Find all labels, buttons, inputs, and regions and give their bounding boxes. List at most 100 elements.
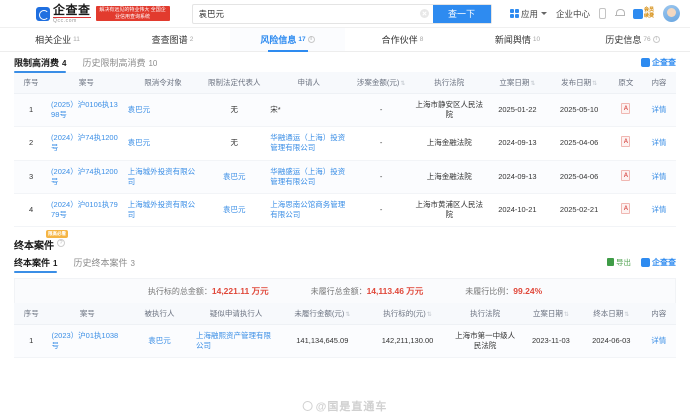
- th-final-date[interactable]: 终本日期⇅: [581, 303, 642, 325]
- cell-detail[interactable]: 详情: [641, 324, 676, 359]
- pdf-icon[interactable]: [621, 202, 631, 214]
- th-content: 内容: [641, 72, 676, 94]
- vip-label-1: 会员: [643, 7, 654, 13]
- cell-file-date: 2025-01-22: [486, 93, 549, 128]
- cell-detail[interactable]: 详情: [641, 93, 676, 128]
- cell-original[interactable]: [609, 193, 642, 228]
- stat-unfulfilled-amount: 未履行总金额：14,113.46 万元: [311, 285, 424, 297]
- cell-file-date: 2023-11-03: [520, 324, 582, 359]
- th-unfulfilled[interactable]: 未履行金额(元)⇅: [279, 303, 366, 325]
- cell-applicant[interactable]: 上海融熙资产管理有限公司: [192, 324, 280, 359]
- question-icon[interactable]: ?: [57, 239, 65, 247]
- subtab-label: 历史终本案件: [73, 257, 128, 268]
- tab-count: 8: [419, 36, 424, 43]
- stat-value: 14,221.11 万元: [211, 286, 269, 296]
- cell-defendant[interactable]: 袁巴元: [126, 324, 193, 359]
- th-target-amount[interactable]: 执行标的(元)⇅: [365, 303, 450, 325]
- tab-related-companies[interactable]: 相关企业 11: [0, 28, 115, 51]
- avatar[interactable]: [663, 5, 680, 22]
- table-row[interactable]: 2 (2024）沪74执1200号 袁巴元 无 华融通运（上海）投资管理有限公司…: [14, 126, 676, 161]
- table-row[interactable]: 1 (2023）沪01执1038号 袁巴元 上海融熙资产管理有限公司 141,1…: [14, 324, 676, 359]
- tab-news[interactable]: 新闻舆情 10: [460, 28, 575, 51]
- cell-court: 上海金融法院: [412, 160, 487, 194]
- cell-applicant[interactable]: 上海思南公馆商务管理有限公司: [267, 193, 351, 228]
- cell-target[interactable]: 袁巴元: [124, 93, 202, 128]
- bell-icon[interactable]: [614, 9, 625, 18]
- section-title: 终本案件 限高必看: [14, 230, 68, 252]
- cell-original[interactable]: [609, 93, 642, 128]
- cell-court: 上海市黄浦区人民法院: [412, 193, 487, 228]
- cell-legal-rep[interactable]: 袁巴元: [201, 193, 268, 228]
- cell-applicant[interactable]: 华融通运（上海）投资管理有限公司: [267, 126, 351, 161]
- cell-case-no[interactable]: (2023）沪01执1038号: [48, 324, 127, 359]
- search-box[interactable]: 查一下: [191, 3, 492, 24]
- cell-target[interactable]: 上海城外投资有限公司: [124, 193, 202, 228]
- th-file-date[interactable]: 立案日期⇅: [486, 72, 549, 94]
- th-file-date[interactable]: 立案日期⇅: [520, 303, 582, 325]
- cell-case-no[interactable]: (2024）沪0101执7979号: [48, 193, 125, 228]
- cell-target[interactable]: 上海城外投资有限公司: [124, 160, 202, 194]
- vip-label-2: 续费: [643, 12, 654, 19]
- export-button[interactable]: 导出: [607, 257, 631, 268]
- cell-legal-rep: 无: [201, 126, 268, 161]
- vip-renew-button[interactable]: 会员 续费: [632, 7, 654, 19]
- cell-detail[interactable]: 详情: [641, 126, 676, 161]
- subtab-historical-restricted-consumption[interactable]: 历史限制高消费 10: [82, 56, 157, 73]
- tab-risk-info[interactable]: 风险信息 17 i: [230, 28, 345, 51]
- tab-count: 76: [643, 36, 651, 43]
- info-icon: i: [307, 36, 315, 43]
- cell-case-no[interactable]: (2024）沪74执1200号: [48, 160, 125, 194]
- table-row[interactable]: 4 (2024）沪0101执7979号 上海城外投资有限公司 袁巴元 上海思南公…: [14, 193, 676, 228]
- tab-label: 风险信息: [260, 35, 297, 45]
- table-row[interactable]: 1 (2025）沪0106执1398号 袁巴元 无 宋* - 上海市静安区人民法…: [14, 93, 676, 128]
- subtab-final-cases[interactable]: 终本案件 1: [14, 256, 58, 273]
- site-logo[interactable]: 企查查 Qcc.com 解决有远见的特业伟大 全国企业信用查询系统: [36, 4, 170, 24]
- cell-amount: -: [350, 126, 413, 161]
- qcc-tag-label: 企查查: [652, 257, 676, 267]
- cell-applicant[interactable]: 华融盛运（上海）投资管理有限公司: [267, 160, 351, 194]
- cell-amount: -: [350, 93, 413, 128]
- grid-icon: [509, 9, 519, 18]
- th-pub-date[interactable]: 发布日期⇅: [548, 72, 610, 94]
- pdf-icon[interactable]: [621, 169, 631, 181]
- th-applicant: 疑似申请执行人: [192, 303, 280, 325]
- cell-original[interactable]: [609, 160, 642, 194]
- cell-case-no[interactable]: (2025）沪0106执1398号: [48, 93, 125, 128]
- clear-icon[interactable]: [419, 9, 429, 18]
- header-actions: 应用 企业中心 会员 续费: [509, 5, 682, 22]
- th-amount[interactable]: 涉案金额(元)⇅: [350, 72, 413, 94]
- cell-target-amount: 142,211,130.00: [365, 324, 450, 359]
- subtab-restricted-consumption[interactable]: 限制高消费 4: [14, 56, 67, 73]
- search-input[interactable]: [192, 4, 420, 23]
- tab-label: 历史信息: [605, 35, 642, 45]
- subtab-historical-final-cases[interactable]: 历史终本案件 3: [73, 256, 134, 273]
- final-case-section: 终本案件 限高必看 ? 终本案件 1 历史终本案件 3 导出: [0, 227, 690, 359]
- cell-pub-date: 2025-05-10: [548, 93, 610, 128]
- tab-graph[interactable]: 查查图谱 2: [115, 28, 230, 51]
- table-header-row: 序号 案号 限消令对象 限制法定代表人 申请人 涉案金额(元)⇅ 执行法院 立案…: [14, 72, 676, 94]
- tab-history[interactable]: 历史信息 76 i: [575, 28, 690, 51]
- search-button[interactable]: 查一下: [432, 4, 491, 23]
- cell-original[interactable]: [609, 126, 642, 161]
- cell-amount: -: [350, 193, 413, 228]
- th-case-no: 案号: [48, 303, 127, 325]
- cell-detail[interactable]: 详情: [641, 160, 676, 194]
- pdf-icon[interactable]: [621, 136, 631, 148]
- table-row[interactable]: 3 (2024）沪74执1200号 上海城外投资有限公司 袁巴元 华融盛运（上海…: [14, 160, 676, 194]
- cell-legal-rep[interactable]: 袁巴元: [201, 160, 268, 194]
- enterprise-center-link[interactable]: 企业中心: [555, 8, 590, 19]
- phone-icon[interactable]: [598, 8, 606, 19]
- watermark: @国是直通车: [302, 398, 388, 414]
- watermark-text: @国是直通车: [315, 401, 388, 413]
- cell-detail[interactable]: 详情: [641, 193, 676, 228]
- stat-unfulfilled-ratio: 未履行比例：99.24%: [465, 286, 542, 297]
- tab-partners[interactable]: 合作伙伴 8: [345, 28, 460, 51]
- subtab-count: 10: [148, 58, 158, 68]
- apps-menu[interactable]: 应用: [509, 8, 547, 20]
- stat-value: 99.24%: [513, 285, 543, 296]
- tab-count: 2: [189, 36, 194, 43]
- cell-case-no[interactable]: (2024）沪74执1200号: [48, 126, 125, 161]
- cell-target[interactable]: 袁巴元: [124, 126, 202, 161]
- pdf-icon[interactable]: [621, 103, 631, 115]
- site-header: 企查查 Qcc.com 解决有远见的特业伟大 全国企业信用查询系统 查一下 应用…: [0, 0, 690, 28]
